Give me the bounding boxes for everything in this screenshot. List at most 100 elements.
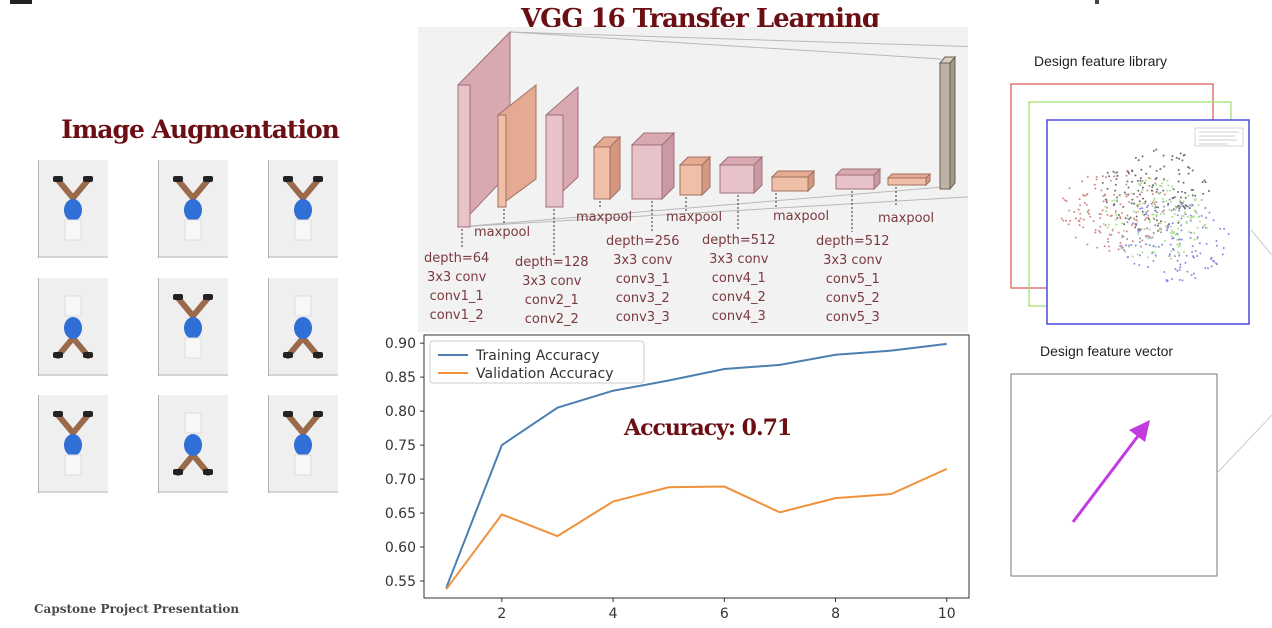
scatter-point <box>1137 189 1140 192</box>
augmented-image-figure <box>268 160 338 258</box>
scatter-point <box>1114 189 1117 192</box>
scatter-point <box>1116 199 1119 202</box>
scatter-point <box>1126 214 1129 217</box>
scatter-point <box>1105 201 1108 204</box>
scatter-point <box>1112 170 1115 173</box>
scatter-point <box>1141 210 1144 213</box>
scatter-point <box>1178 173 1181 176</box>
scatter-point <box>1131 255 1134 258</box>
scatter-point <box>1213 260 1216 263</box>
scatter-point <box>1188 167 1191 170</box>
scatter-point <box>1171 231 1174 234</box>
scatter-point <box>1064 219 1067 222</box>
block2-label: depth=128 3x3 conv conv2_1 conv2_2 <box>515 255 589 327</box>
scatter-point <box>1062 219 1065 222</box>
scatter-point <box>1194 194 1197 197</box>
maxpool-label-5: maxpool <box>878 211 935 226</box>
scatter-point <box>1199 252 1202 255</box>
scatter-point <box>1156 188 1159 191</box>
scatter-point <box>1221 253 1224 256</box>
vector-connector <box>1216 414 1272 474</box>
scatter-point <box>1131 222 1134 225</box>
scatter-point <box>1127 186 1130 189</box>
scatter-point <box>1135 211 1138 214</box>
scatter-point <box>1184 213 1187 216</box>
scatter-point <box>1114 211 1117 214</box>
scatter-point <box>1145 211 1148 214</box>
scatter-point <box>1065 200 1068 203</box>
scatter-point <box>1130 223 1133 226</box>
scatter-point <box>1126 221 1129 224</box>
augmented-image <box>268 160 338 258</box>
scatter-point <box>1178 199 1181 202</box>
scatter-point <box>1179 244 1182 247</box>
scatter-point <box>1187 172 1190 175</box>
scatter-point <box>1201 181 1204 184</box>
scatter-point <box>1174 268 1177 271</box>
scatter-point <box>1178 242 1181 245</box>
scatter-point <box>1173 196 1176 199</box>
scatter-point <box>1162 189 1165 192</box>
scatter-point <box>1210 256 1213 259</box>
scatter-point <box>1176 269 1179 272</box>
scatter-point <box>1140 191 1143 194</box>
scatter-point <box>1130 192 1133 195</box>
scatter-point <box>1182 154 1185 157</box>
scatter-point <box>1082 218 1085 221</box>
scatter-point <box>1179 152 1182 155</box>
scatter-point <box>1151 205 1154 208</box>
scatter-legend-box <box>1194 127 1244 147</box>
scatter-point <box>1159 220 1162 223</box>
scatter-point <box>1161 243 1164 246</box>
scatter-point <box>1153 201 1156 204</box>
scatter-point <box>1109 215 1112 218</box>
augmented-image-figure <box>38 160 108 258</box>
scatter-point <box>1107 240 1110 243</box>
maxpool-label-4: maxpool <box>773 209 830 224</box>
scatter-point <box>1100 189 1103 192</box>
scatter-point <box>1152 149 1155 152</box>
scatter-point <box>1086 211 1089 214</box>
scatter-point <box>1132 192 1135 195</box>
scatter-point <box>1131 180 1134 183</box>
scatter-point <box>1179 205 1182 208</box>
block5-label: depth=512 3x3 conv conv5_1 conv5_2 conv5… <box>816 234 890 325</box>
scatter-point <box>1170 158 1173 161</box>
scatter-point <box>1152 184 1155 187</box>
scatter-point <box>1203 179 1206 182</box>
scatter-point <box>1159 212 1162 215</box>
x-tick-label: 10 <box>938 606 956 622</box>
scatter-point <box>1129 216 1132 219</box>
scatter-point <box>1111 228 1114 231</box>
scatter-point <box>1171 155 1174 158</box>
scatter-point <box>1078 198 1081 201</box>
scatter-point <box>1141 202 1144 205</box>
scatter-point <box>1114 171 1117 174</box>
scatter-point <box>1178 254 1181 257</box>
legend-entry: Training Accuracy <box>475 348 600 364</box>
scatter-point <box>1148 228 1151 231</box>
tsne-scatter <box>1060 148 1230 283</box>
scatter-point <box>1115 196 1118 199</box>
scatter-point <box>1165 200 1168 203</box>
scatter-point <box>1123 250 1126 253</box>
scatter-point <box>1098 212 1101 215</box>
scatter-point <box>1130 202 1133 205</box>
scatter-point <box>1178 268 1181 271</box>
scatter-point <box>1173 213 1176 216</box>
label-pointers <box>461 187 897 255</box>
scatter-point <box>1179 266 1182 269</box>
scatter-point <box>1087 209 1090 212</box>
scatter-point <box>1193 215 1196 218</box>
scatter-point <box>1137 210 1140 213</box>
scatter-point <box>1176 238 1179 241</box>
scatter-point <box>1139 193 1142 196</box>
scatter-point <box>1086 175 1089 178</box>
scatter-point <box>1184 204 1187 207</box>
scatter-point <box>1171 222 1174 225</box>
scatter-point <box>1159 168 1162 171</box>
scatter-point <box>1171 247 1174 250</box>
scatter-point <box>1108 249 1111 252</box>
scatter-point <box>1172 196 1175 199</box>
scatter-point <box>1106 213 1109 216</box>
